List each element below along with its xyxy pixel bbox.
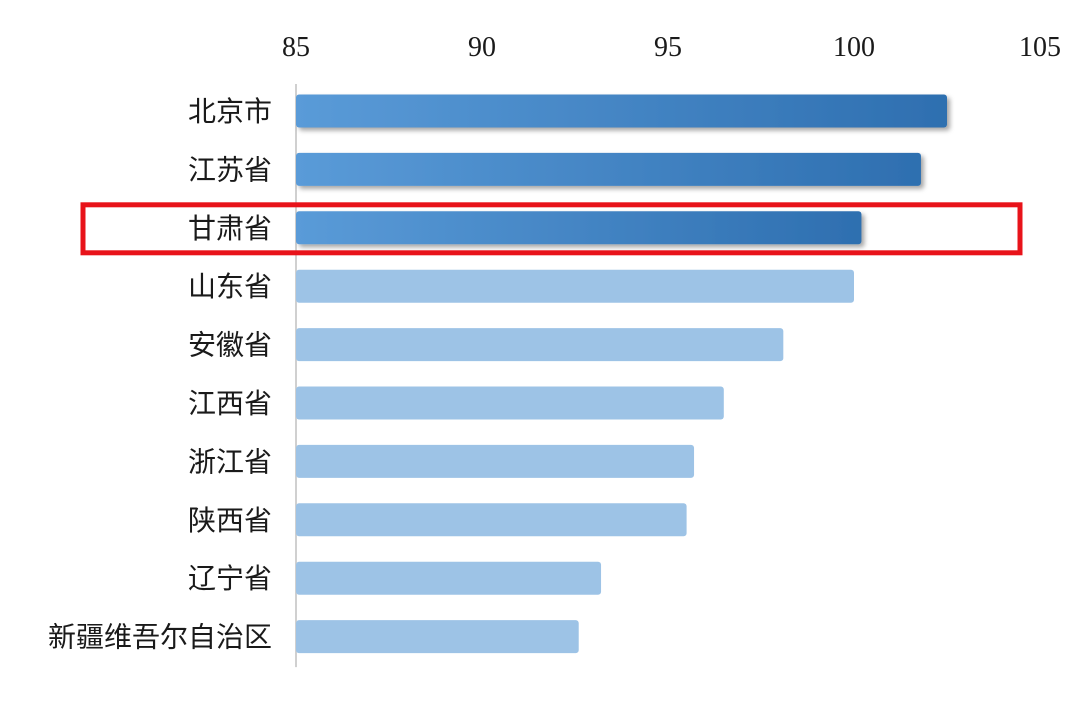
bar (296, 561, 602, 595)
bars-layer (296, 94, 947, 654)
category-label: 辽宁省 (188, 562, 272, 595)
x-tick-label: 90 (468, 32, 496, 63)
category-label: 江西省 (188, 387, 272, 420)
bar (296, 211, 862, 245)
category-label: 北京市 (188, 95, 272, 128)
category-label: 浙江省 (188, 445, 272, 478)
bar (296, 328, 784, 362)
x-tick-label: 105 (1019, 32, 1061, 63)
x-tick-label: 100 (833, 32, 875, 63)
x-tick-label: 95 (654, 32, 682, 63)
bar (296, 620, 579, 654)
bar (296, 269, 854, 303)
category-label: 安徽省 (188, 329, 272, 362)
category-label: 新疆维吾尔自治区 (48, 621, 272, 654)
x-tick-label: 85 (282, 32, 310, 63)
bar (296, 503, 687, 537)
category-label: 山东省 (188, 270, 272, 303)
bar (296, 152, 921, 186)
bar (296, 386, 724, 420)
category-label: 陕西省 (188, 504, 272, 537)
bar (296, 94, 947, 128)
bar (296, 444, 695, 478)
category-label: 江苏省 (188, 153, 272, 186)
highlight-box (80, 202, 1023, 256)
category-label: 甘肃省 (188, 212, 272, 245)
highlight-layer (80, 202, 1023, 256)
